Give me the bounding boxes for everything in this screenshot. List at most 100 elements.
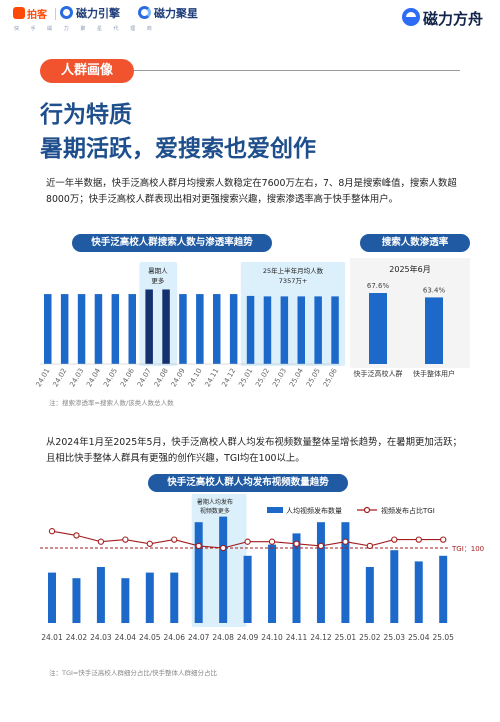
tick-label-25.01: 25.01 bbox=[237, 367, 254, 388]
bar-video-24.11 bbox=[292, 533, 301, 623]
bar-search-24.01 bbox=[44, 294, 52, 364]
cili-engine-icon bbox=[60, 6, 73, 19]
bar-video-24.12 bbox=[316, 522, 325, 623]
note-tgi: 注：TGI=快手泛高校人群细分占比/快手整体人群细分占比 bbox=[49, 669, 218, 677]
category-label-penetration-1: 快手整体用户 bbox=[413, 369, 455, 378]
chart-title-video-trend: 快手泛高校人群人均发布视频数量趋势 bbox=[148, 474, 348, 492]
tgi-baseline-label: TGI：100 bbox=[451, 545, 484, 553]
tgi-point-24.07 bbox=[195, 542, 202, 550]
tick-label-24.01: 24.01 bbox=[35, 367, 52, 388]
tick-label-video-25.04: 25.04 bbox=[408, 633, 430, 642]
data-label-penetration-0: 67.6% bbox=[367, 282, 390, 290]
bar-search-25.06 bbox=[331, 296, 339, 364]
kuaishou-logo-text: 拍客 bbox=[27, 10, 47, 21]
tgi-point-24.02 bbox=[73, 532, 80, 539]
tgi-point-24.05 bbox=[146, 540, 153, 547]
bar-video-24.03 bbox=[96, 567, 105, 623]
data-label-penetration-1: 63.4% bbox=[423, 286, 446, 294]
bar-search-24.12 bbox=[229, 294, 238, 364]
tick-label-video-24.04: 24.04 bbox=[115, 633, 137, 642]
tick-label-video-24.07: 24.07 bbox=[188, 633, 210, 642]
bar-penetration-0 bbox=[369, 293, 387, 364]
tick-label-24.08: 24.08 bbox=[153, 367, 170, 388]
paragraph-creation: 从2024年1月至2025年5月，快手泛高校人群人均发布视频数量整体呈增长趋势，… bbox=[46, 437, 462, 464]
tick-label-24.11: 24.11 bbox=[204, 367, 221, 388]
bar-video-24.02 bbox=[72, 578, 81, 623]
annotation-video-1: 暑期人均发布 bbox=[197, 498, 233, 506]
tick-label-24.02: 24.02 bbox=[51, 367, 68, 388]
section-divider bbox=[134, 70, 460, 71]
tick-label-24.04: 24.04 bbox=[85, 367, 102, 389]
bar-video-25.04 bbox=[414, 561, 423, 623]
brand-logo-icon bbox=[402, 8, 420, 26]
tick-label-24.10: 24.10 bbox=[187, 367, 204, 388]
tick-label-video-24.06: 24.06 bbox=[164, 633, 186, 642]
tick-label-video-24.11: 24.11 bbox=[286, 633, 308, 642]
note-penetration: 注：搜索渗透率=搜索人数/该类人数总人数 bbox=[49, 399, 174, 407]
tick-label-25.02: 25.02 bbox=[254, 367, 271, 388]
bar-search-25.04 bbox=[297, 296, 305, 364]
tick-label-video-24.12: 24.12 bbox=[310, 633, 332, 642]
tick-label-25.06: 25.06 bbox=[322, 367, 339, 389]
top-bar: 拍客 磁力引擎 磁力聚星 快 手 磁 力 聚 星 代 理 商 磁力方舟 bbox=[0, 0, 500, 40]
tgi-point-25.01 bbox=[342, 538, 349, 545]
tgi-point-25.03 bbox=[391, 536, 398, 543]
tick-label-24.12: 24.12 bbox=[220, 367, 237, 388]
tick-label-25.04: 25.04 bbox=[288, 367, 305, 389]
bar-video-25.02 bbox=[365, 567, 374, 623]
header-divider bbox=[55, 8, 56, 20]
bar-video-24.10 bbox=[268, 544, 277, 623]
headline-main: 行为特质 bbox=[40, 102, 132, 128]
legend-label-line: 视频发布占比TGI bbox=[381, 506, 435, 515]
tick-label-video-25.01: 25.01 bbox=[335, 633, 357, 642]
tick-label-video-24.10: 24.10 bbox=[261, 633, 283, 642]
tgi-point-25.02 bbox=[366, 542, 373, 550]
tick-label-video-24.08: 24.08 bbox=[212, 633, 234, 642]
chart-title-penetration: 搜索人数渗透率 bbox=[360, 234, 470, 252]
bar-search-24.04 bbox=[94, 294, 103, 364]
bar-video-25.01 bbox=[341, 522, 350, 623]
annotation-summer-2: 更多 bbox=[151, 276, 165, 285]
cili-juxing-text: 磁力聚星 bbox=[154, 7, 198, 20]
bar-search-24.10 bbox=[196, 294, 204, 364]
bar-search-24.03 bbox=[77, 294, 86, 364]
tick-label-24.05: 24.05 bbox=[102, 367, 119, 388]
tgi-point-24.09 bbox=[244, 538, 251, 545]
tgi-point-24.04 bbox=[122, 536, 129, 543]
annotation-2025-2: 7357万+ bbox=[279, 277, 308, 285]
bar-video-25.05 bbox=[439, 555, 448, 623]
tick-label-video-24.02: 24.02 bbox=[66, 633, 88, 642]
bar-video-24.08 bbox=[219, 516, 228, 623]
cili-juxing-icon bbox=[138, 6, 151, 19]
category-label-penetration-0: 快手泛高校人群 bbox=[354, 369, 403, 378]
kuaishou-logo-icon bbox=[13, 7, 25, 19]
penetration-chart-title: 2025年6月 bbox=[389, 264, 430, 274]
bar-search-24.07 bbox=[145, 289, 153, 364]
annotation-video-2: 视频数更多 bbox=[200, 507, 230, 515]
tgi-point-24.06 bbox=[171, 536, 178, 543]
tick-label-24.06: 24.06 bbox=[119, 367, 136, 389]
brand-name: 磁力方舟 bbox=[423, 10, 484, 28]
bar-video-24.06 bbox=[170, 572, 179, 623]
tick-label-video-24.03: 24.03 bbox=[90, 633, 112, 642]
tick-label-video-24.01: 24.01 bbox=[41, 633, 63, 642]
tgi-point-25.05 bbox=[440, 536, 447, 543]
tick-label-24.07: 24.07 bbox=[136, 367, 153, 388]
bar-video-25.03 bbox=[390, 550, 399, 623]
tick-label-video-25.05: 25.05 bbox=[432, 633, 454, 642]
tgi-point-25.04 bbox=[415, 536, 422, 543]
legend-marker-line bbox=[363, 506, 371, 514]
bar-search-25.03 bbox=[280, 296, 289, 364]
bar-video-24.07 bbox=[194, 522, 203, 623]
bar-video-24.04 bbox=[121, 578, 130, 623]
tgi-point-24.11 bbox=[293, 540, 300, 547]
bar-search-24.05 bbox=[111, 294, 120, 364]
bar-search-24.08 bbox=[162, 289, 170, 364]
annotation-summer-1: 暑期人 bbox=[148, 267, 168, 275]
tgi-point-24.08 bbox=[219, 544, 227, 552]
tick-label-video-24.09: 24.09 bbox=[237, 633, 259, 642]
bar-search-24.11 bbox=[213, 294, 221, 364]
bar-search-24.06 bbox=[128, 294, 136, 364]
bar-search-24.09 bbox=[179, 294, 187, 364]
